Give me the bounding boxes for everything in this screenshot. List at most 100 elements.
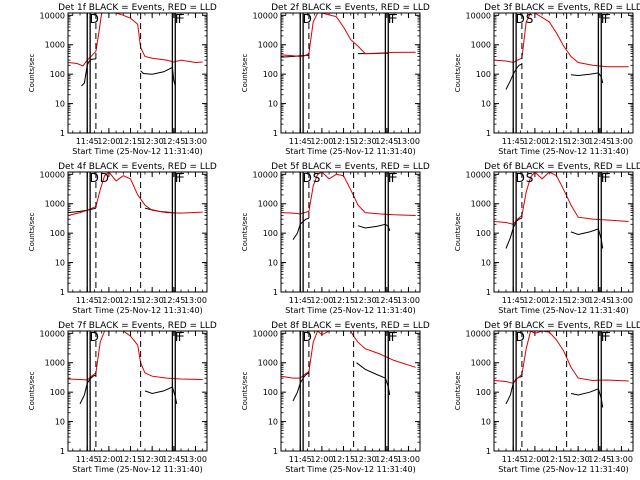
segment-label: D [516, 12, 525, 26]
x-tick-label: 12:15 [545, 455, 568, 464]
segment-label: F [175, 330, 182, 344]
x-tick-label: 12:30 [567, 296, 590, 305]
x-tick-label: 11:45 [502, 137, 525, 146]
panel-title: Det 3f BLACK = Events, RED = LLD [484, 3, 640, 13]
y-tick-label: 10 [55, 100, 65, 109]
x-tick-label: 12:30 [141, 137, 164, 146]
segment-label: F [178, 12, 185, 26]
marker-lines [299, 13, 389, 133]
x-axis-label: Start Time (25-Nov-12 11:31:40) [72, 147, 202, 156]
y-tick-label: 100 [476, 229, 491, 238]
segment-label: F [604, 330, 611, 344]
plot-frame [280, 330, 421, 452]
panel-det-5: Det 5f BLACK = Events, RED = LLD 1 10 100 10… [241, 162, 430, 315]
y-tick-label: 10 [268, 100, 278, 109]
y-tick-label: 100 [476, 70, 491, 79]
segment-label: D [303, 12, 312, 26]
x-tick-label: 12:30 [567, 137, 590, 146]
x-axis-label: Start Time (25-Nov-12 11:31:40) [498, 306, 628, 315]
lld-series-line [494, 13, 629, 68]
segment-label: F [391, 171, 398, 185]
y-tick-label: 100 [50, 388, 65, 397]
y-axis-label: Counts/sec [454, 213, 462, 252]
segment-label: D [90, 330, 99, 344]
y-tick-label: 10000 [466, 170, 491, 179]
x-tick-label: 12:15 [332, 137, 355, 146]
segment-label: F [604, 171, 611, 185]
panel-title: Det 8f BLACK = Events, RED = LLD [271, 321, 430, 331]
x-axis-label: Start Time (25-Nov-12 11:31:40) [498, 147, 628, 156]
y-tick-label: 10 [268, 418, 278, 427]
y-tick-label: 1000 [45, 359, 65, 368]
y-tick-label: 1 [60, 129, 65, 138]
segment-label: D [90, 171, 99, 185]
y-axis-label: Counts/sec [241, 213, 249, 252]
x-tick-label: 12:45 [588, 137, 611, 146]
y-tick-label: 10000 [253, 329, 278, 338]
panel-title: Det 9f BLACK = Events, RED = LLD [484, 321, 640, 331]
x-tick-label: 12:00 [310, 455, 333, 464]
x-tick-label: 12:15 [332, 455, 355, 464]
segment-label: D [90, 12, 99, 26]
x-tick-label: 11:45 [76, 455, 99, 464]
y-ticks: 1 10 100 1000 10000 [253, 170, 420, 297]
x-tick-label: 12:00 [97, 296, 120, 305]
segment-label: D [516, 171, 525, 185]
x-tick-label: 12:15 [545, 137, 568, 146]
panel-title: Det 1f BLACK = Events, RED = LLD [58, 3, 217, 13]
segment-label: S [526, 171, 534, 185]
panel-title: Det 2f BLACK = Events, RED = LLD [271, 3, 430, 13]
x-tick-label: 12:15 [332, 296, 355, 305]
segment-label: F [175, 171, 182, 185]
x-tick-label: 11:45 [502, 296, 525, 305]
panel-title: Det 6f BLACK = Events, RED = LLD [484, 162, 640, 172]
y-tick-label: 1000 [471, 200, 491, 209]
events-series-line [81, 58, 176, 87]
x-tick-label: 13:00 [397, 137, 420, 146]
x-tick-label: 13:00 [184, 296, 207, 305]
y-tick-label: 1000 [45, 41, 65, 50]
marker-lines [512, 172, 602, 292]
x-tick-label: 13:00 [610, 455, 633, 464]
x-tick-label: 11:45 [502, 455, 525, 464]
y-tick-label: 100 [263, 70, 278, 79]
panel-det-1: Det 1f BLACK = Events, RED = LLD 1 10 100 10… [28, 3, 217, 156]
x-tick-label: 12:00 [310, 296, 333, 305]
x-tick-label: 13:00 [397, 455, 420, 464]
y-axis-label: Counts/sec [241, 54, 249, 93]
y-tick-label: 10 [481, 418, 491, 427]
segment-label: F [391, 330, 398, 344]
x-tick-label: 11:45 [76, 137, 99, 146]
marker-lines [299, 331, 389, 451]
x-tick-label: 12:45 [588, 296, 611, 305]
y-tick-label: 10 [481, 259, 491, 268]
panel-title: Det 4f BLACK = Events, RED = LLD [58, 162, 217, 172]
segment-label: D [303, 330, 312, 344]
y-ticks: 1 10 100 1000 10000 [40, 11, 207, 138]
x-tick-label: 12:15 [119, 296, 142, 305]
segment-label: F [391, 12, 398, 26]
y-tick-label: 100 [476, 388, 491, 397]
x-tick-label: 12:30 [141, 455, 164, 464]
panel-det-3: Det 3f BLACK = Events, RED = LLD 1 10 100 10… [454, 3, 640, 156]
x-tick-label: 11:45 [289, 137, 312, 146]
y-axis-label: Counts/sec [28, 372, 36, 411]
y-tick-label: 100 [263, 388, 278, 397]
segment-label: D [516, 330, 525, 344]
y-tick-label: 10000 [40, 329, 65, 338]
x-tick-label: 12:30 [141, 296, 164, 305]
y-axis-label: Counts/sec [241, 372, 249, 411]
y-tick-label: 1000 [45, 200, 65, 209]
y-axis-label: Counts/sec [454, 372, 462, 411]
marker-lines [86, 172, 176, 292]
plot-frame [493, 12, 634, 134]
y-tick-label: 1000 [258, 41, 278, 50]
x-tick-label: 12:15 [119, 137, 142, 146]
plot-frame [493, 330, 634, 452]
y-tick-label: 100 [50, 70, 65, 79]
y-tick-label: 1 [486, 288, 491, 297]
